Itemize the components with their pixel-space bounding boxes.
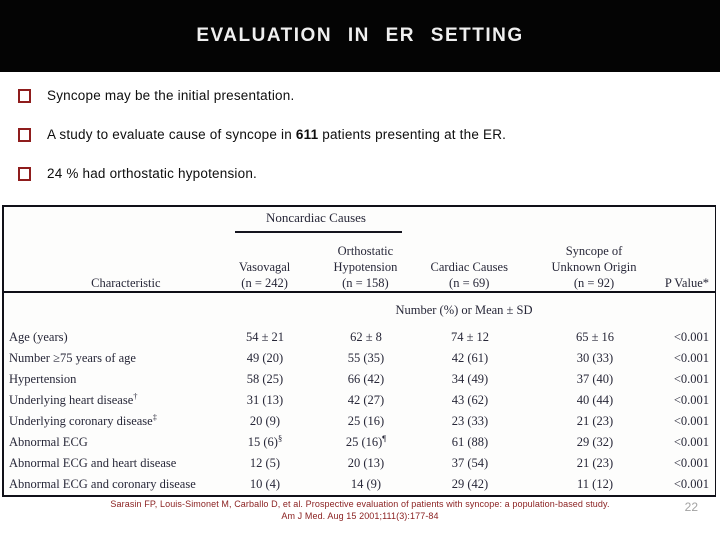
row-label: Hypertension — [9, 372, 77, 386]
cell-unknown: 37 (40) — [576, 372, 614, 386]
cell-pvalue: <0.001 — [673, 330, 709, 344]
cell-orthostatic: 55 (35) — [347, 351, 385, 365]
cell-pvalue: <0.001 — [673, 414, 709, 428]
citation: Sarasin FP, Louis-Simonet M, Carballo D,… — [0, 499, 720, 522]
cell-cardiac: 23 (33) — [451, 414, 489, 428]
cell-unknown: 29 (32) — [576, 435, 614, 449]
row-label: Abnormal ECG — [9, 435, 88, 449]
table-body: Age (years) 54 ± 21 62 ± 8 74 ± 12 65 ± 16 <0… — [4, 327, 715, 495]
cell-cardiac: 34 (49) — [451, 372, 489, 386]
column-header-orthostatic: Orthostatic Hypotension (n = 158) — [333, 244, 398, 290]
table-row: Abnormal ECG and coronary disease 10 (4) 1… — [4, 474, 715, 495]
group-header-underline — [235, 231, 402, 233]
bullet-item: Syncope may be the initial presentation. — [18, 86, 714, 106]
row-label: Abnormal ECG and coronary disease — [9, 477, 196, 491]
cell-unknown: 40 (44) — [576, 393, 614, 407]
cell-pvalue: <0.001 — [673, 351, 709, 365]
title-bar: EVALUATION IN ER SETTING — [0, 0, 720, 72]
cell-orthostatic: 25 (16)¶ — [345, 432, 387, 449]
table-row: Hypertension 58 (25) 66 (42) 34 (49) 37 (40)… — [4, 369, 715, 390]
square-bullet-icon — [18, 128, 31, 142]
table-row: Abnormal ECG 15 (6)§ 25 (16)¶ 61 (88) 29 (32… — [4, 432, 715, 453]
cell-unknown: 21 (23) — [576, 456, 614, 470]
cell-unknown: 30 (33) — [576, 351, 614, 365]
cell-orthostatic: 42 (27) — [347, 393, 385, 407]
cell-cardiac: 42 (61) — [451, 351, 489, 365]
column-header-unknown: Syncope of Unknown Origin (n = 92) — [551, 244, 637, 290]
table-group-header: Noncardiac Causes — [266, 210, 366, 225]
cell-pvalue: <0.001 — [673, 435, 709, 449]
cell-orthostatic: 66 (42) — [347, 372, 385, 386]
cell-orthostatic: 25 (16) — [347, 414, 385, 428]
page-number: 22 — [684, 500, 698, 514]
cell-cardiac: 37 (54) — [451, 456, 489, 470]
cell-vasovagal: 12 (5) — [249, 456, 281, 470]
table-subheader: Number (%) or Mean ± SD — [395, 303, 533, 317]
bullet-text: A study to evaluate cause of syncope in … — [47, 127, 507, 142]
table-row: Number ≥75 years of age 49 (20) 55 (35) 42 … — [4, 348, 715, 369]
column-header-pvalue: P Value* — [664, 276, 709, 290]
cell-orthostatic: 14 (9) — [350, 477, 382, 491]
column-header-cardiac: Cardiac Causes (n = 69) — [430, 260, 508, 290]
cell-vasovagal: 49 (20) — [246, 351, 284, 365]
study-table: Noncardiac Causes Characteristic Vasovag… — [2, 205, 716, 497]
cell-vasovagal: 54 ± 21 — [245, 330, 285, 344]
table-row: Abnormal ECG and heart disease 12 (5) 20 (… — [4, 453, 715, 474]
cell-vasovagal: 15 (6)§ — [247, 432, 283, 449]
column-header-vasovagal: Vasovagal (n = 242) — [238, 260, 291, 290]
citation-line2: Am J Med. Aug 15 2001;111(3):177-84 — [281, 510, 439, 521]
cell-cardiac: 74 ± 12 — [450, 330, 490, 344]
cell-unknown: 21 (23) — [576, 414, 614, 428]
table-row: Underlying heart disease† 31 (13) 42 (27) 4… — [4, 390, 715, 411]
cell-pvalue: <0.001 — [673, 372, 709, 386]
cell-vasovagal: 10 (4) — [249, 477, 281, 491]
citation-line1: Sarasin FP, Louis-Simonet M, Carballo D,… — [110, 499, 610, 509]
cell-vasovagal: 58 (25) — [246, 372, 284, 386]
table-row: Underlying coronary disease‡ 20 (9) 25 (16… — [4, 411, 715, 432]
bullet-list: Syncope may be the initial presentation.… — [18, 86, 714, 203]
table-row: Age (years) 54 ± 21 62 ± 8 74 ± 12 65 ± 16 <0… — [4, 327, 715, 348]
row-label: Abnormal ECG and heart disease — [9, 456, 177, 470]
cell-cardiac: 43 (62) — [451, 393, 489, 407]
column-header-characteristic: Characteristic — [91, 276, 161, 290]
cell-orthostatic: 62 ± 8 — [350, 330, 382, 344]
bullet-text: Syncope may be the initial presentation. — [47, 88, 295, 103]
row-label: Underlying heart disease† — [9, 390, 138, 407]
cell-pvalue: <0.001 — [673, 393, 709, 407]
cell-vasovagal: 20 (9) — [249, 414, 281, 428]
cell-vasovagal: 31 (13) — [246, 393, 284, 407]
cell-unknown: 65 ± 16 — [575, 330, 615, 344]
row-label: Age (years) — [9, 330, 68, 344]
square-bullet-icon — [18, 89, 31, 103]
row-label: Underlying coronary disease‡ — [9, 411, 157, 428]
cell-cardiac: 29 (42) — [451, 477, 489, 491]
cell-unknown: 11 (12) — [577, 477, 613, 491]
bullet-item: A study to evaluate cause of syncope in … — [18, 125, 714, 145]
cell-pvalue: <0.001 — [673, 477, 709, 491]
row-label: Number ≥75 years of age — [9, 351, 136, 365]
cell-cardiac: 61 (88) — [451, 435, 489, 449]
table-column-headers: Characteristic Vasovagal (n = 242) Orthos… — [4, 207, 715, 293]
cell-pvalue: <0.001 — [673, 456, 709, 470]
cell-orthostatic: 20 (13) — [347, 456, 385, 470]
square-bullet-icon — [18, 167, 31, 181]
slide-title: EVALUATION IN ER SETTING — [196, 25, 524, 46]
bullet-text: 24 % had orthostatic hypotension. — [47, 166, 257, 181]
bullet-item: 24 % had orthostatic hypotension. — [18, 164, 714, 184]
